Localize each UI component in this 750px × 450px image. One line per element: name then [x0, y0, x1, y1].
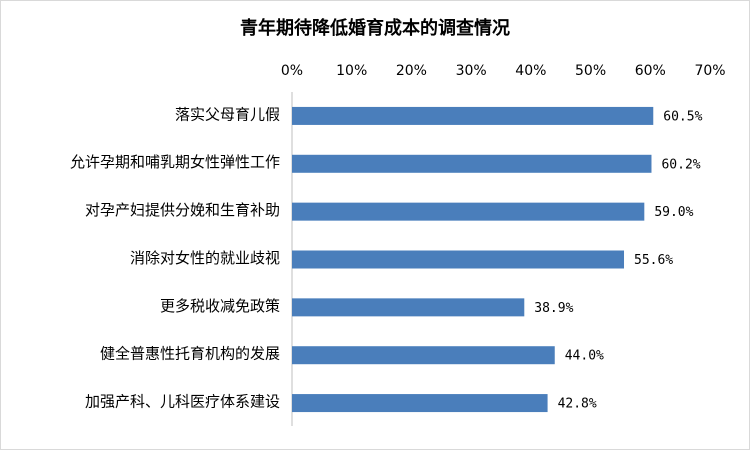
y-tick-label: 允许孕期和哺乳期女性弹性工作 [70, 153, 280, 171]
bar [292, 154, 652, 173]
bar [292, 394, 548, 413]
bar [292, 346, 555, 365]
x-tick-label: 20% [396, 63, 427, 79]
x-tick-label: 0% [281, 63, 303, 79]
bar [292, 250, 625, 269]
bar [292, 202, 645, 221]
value-label: 60.2% [661, 157, 700, 172]
chart-title: 青年期待降低婚育成本的调查情况 [240, 17, 510, 38]
value-label: 44.0% [565, 349, 604, 364]
value-label: 59.0% [654, 205, 693, 220]
x-tick-label: 10% [336, 63, 367, 79]
y-tick-label: 消除对女性的就业歧视 [130, 249, 280, 267]
x-tick-label: 40% [515, 63, 546, 79]
bar [292, 106, 654, 125]
value-label: 55.6% [634, 253, 673, 268]
value-label: 60.5% [663, 109, 702, 124]
x-tick-label: 70% [694, 63, 725, 79]
y-tick-label: 健全普惠性托育机构的发展 [100, 345, 280, 363]
value-label: 38.9% [534, 301, 573, 316]
x-tick-label: 60% [635, 63, 666, 79]
y-tick-label: 加强产科、儿科医疗体系建设 [85, 394, 280, 411]
y-tick-label: 对孕产妇提供分娩和生育补助 [85, 202, 280, 219]
y-tick-label: 落实父母育儿假 [175, 106, 280, 123]
x-tick-label: 30% [456, 63, 487, 79]
x-tick-label: 50% [575, 63, 606, 79]
y-tick-label: 更多税收减免政策 [160, 298, 280, 315]
bar [292, 298, 525, 317]
value-label: 42.8% [558, 397, 597, 412]
